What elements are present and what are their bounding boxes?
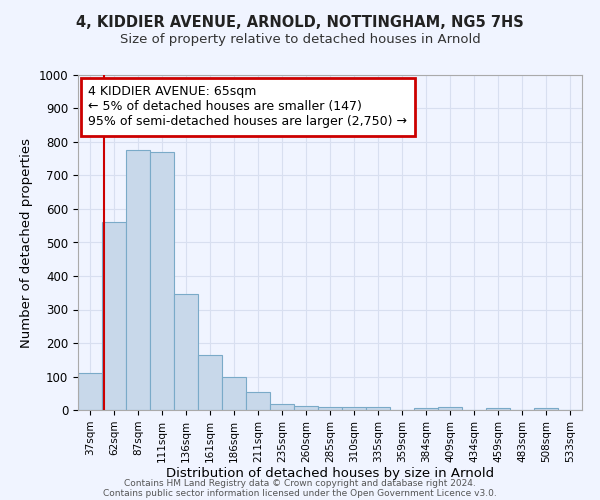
- Bar: [486, 408, 510, 410]
- Bar: [102, 222, 126, 410]
- Bar: [294, 406, 318, 410]
- Text: 4, KIDDIER AVENUE, ARNOLD, NOTTINGHAM, NG5 7HS: 4, KIDDIER AVENUE, ARNOLD, NOTTINGHAM, N…: [76, 15, 524, 30]
- Bar: [198, 354, 222, 410]
- Bar: [438, 408, 462, 410]
- Y-axis label: Number of detached properties: Number of detached properties: [20, 138, 33, 348]
- Bar: [534, 408, 558, 410]
- Bar: [366, 408, 390, 410]
- Bar: [246, 392, 270, 410]
- Text: 4 KIDDIER AVENUE: 65sqm
← 5% of detached houses are smaller (147)
95% of semi-de: 4 KIDDIER AVENUE: 65sqm ← 5% of detached…: [88, 85, 407, 128]
- Bar: [222, 377, 246, 410]
- Text: Size of property relative to detached houses in Arnold: Size of property relative to detached ho…: [119, 32, 481, 46]
- X-axis label: Distribution of detached houses by size in Arnold: Distribution of detached houses by size …: [166, 468, 494, 480]
- Bar: [318, 406, 342, 410]
- Text: Contains public sector information licensed under the Open Government Licence v3: Contains public sector information licen…: [103, 488, 497, 498]
- Bar: [150, 152, 174, 410]
- Bar: [126, 150, 150, 410]
- Text: Contains HM Land Registry data © Crown copyright and database right 2024.: Contains HM Land Registry data © Crown c…: [124, 478, 476, 488]
- Bar: [414, 408, 438, 410]
- Bar: [342, 406, 366, 410]
- Bar: [270, 404, 294, 410]
- Bar: [174, 294, 198, 410]
- Bar: [78, 373, 102, 410]
